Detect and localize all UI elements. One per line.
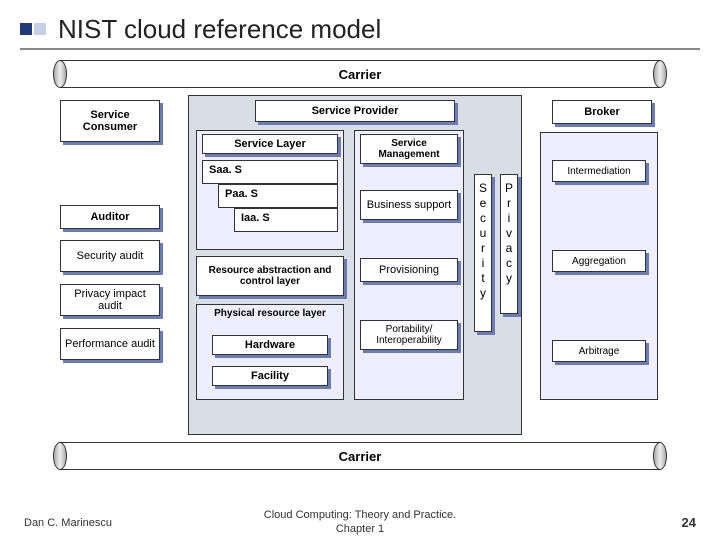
broker-header: Broker — [552, 100, 652, 124]
security-letter: c — [480, 211, 486, 226]
saas-box: Saa. S — [202, 160, 338, 184]
cylinder-cap-icon — [653, 442, 667, 470]
security-strip: S e c u r i t y — [474, 174, 492, 332]
service-layer-box: Service Layer — [202, 134, 338, 154]
security-letter: t — [481, 271, 484, 286]
footer: Dan C. Marinescu Cloud Computing: Theory… — [0, 515, 720, 530]
nist-diagram: Carrier Carrier Service Consumer Auditor… — [60, 60, 660, 470]
service-provider-header: Service Provider — [255, 100, 455, 122]
broker-item: Aggregation — [552, 250, 646, 272]
security-letter: S — [479, 181, 487, 196]
hardware-box: Hardware — [212, 335, 328, 355]
privacy-letter: r — [507, 196, 511, 211]
privacy-letter: i — [508, 211, 511, 226]
portability-box: Portability/ Interoperability — [360, 320, 458, 350]
security-letter: r — [481, 241, 485, 256]
book-title: Cloud Computing: Theory and Practice. — [264, 509, 456, 522]
author-name: Dan C. Marinescu — [24, 517, 112, 529]
cylinder-cap-icon — [53, 442, 67, 470]
carrier-label: Carrier — [339, 67, 382, 82]
service-consumer-box: Service Consumer — [60, 100, 160, 142]
security-letter: i — [482, 256, 485, 271]
bullet-icon — [34, 23, 46, 35]
service-mgmt-header: Service Management — [360, 134, 458, 164]
broker-item: Intermediation — [552, 160, 646, 182]
privacy-letter: P — [505, 181, 513, 196]
cylinder-cap-icon — [653, 60, 667, 88]
carrier-bottom: Carrier — [60, 442, 660, 470]
physical-layer-label: Physical resource layer — [196, 308, 344, 319]
title-bar: NIST cloud reference model — [20, 12, 700, 46]
audit-box: Security audit — [60, 240, 160, 272]
audit-box: Privacy impact audit — [60, 284, 160, 316]
carrier-top: Carrier — [60, 60, 660, 88]
audit-box: Performance audit — [60, 328, 160, 360]
privacy-letter: a — [506, 241, 513, 256]
page-title: NIST cloud reference model — [58, 14, 381, 45]
chapter-label: Chapter 1 — [264, 523, 456, 536]
broker-item: Arbitrage — [552, 340, 646, 362]
paas-box: Paa. S — [218, 184, 338, 208]
auditor-box: Auditor — [60, 205, 160, 229]
security-letter: y — [480, 286, 486, 301]
resource-layer-box: Resource abstraction and control layer — [196, 256, 344, 296]
page-number: 24 — [682, 515, 696, 530]
privacy-letter: y — [506, 271, 512, 286]
footer-center: Cloud Computing: Theory and Practice. Ch… — [264, 509, 456, 535]
facility-box: Facility — [212, 366, 328, 386]
bullet-icon — [20, 23, 32, 35]
title-underline — [20, 48, 700, 50]
carrier-label: Carrier — [339, 449, 382, 464]
iaas-box: Iaa. S — [234, 208, 338, 232]
security-letter: e — [480, 196, 487, 211]
business-support-box: Business support — [360, 190, 458, 220]
provisioning-box: Provisioning — [360, 258, 458, 282]
cylinder-cap-icon — [53, 60, 67, 88]
privacy-letter: v — [506, 226, 512, 241]
privacy-strip: P r i v a c y — [500, 174, 518, 314]
privacy-letter: c — [506, 256, 512, 271]
security-letter: u — [480, 226, 487, 241]
